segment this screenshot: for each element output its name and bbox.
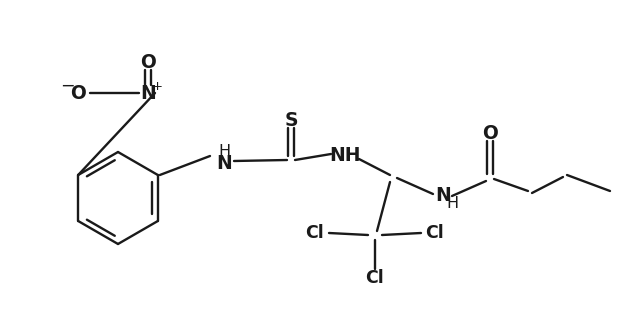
Text: S: S <box>284 111 298 129</box>
Text: H: H <box>446 196 458 210</box>
Text: N: N <box>216 153 232 173</box>
Text: Cl: Cl <box>306 224 324 242</box>
Text: O: O <box>482 124 498 142</box>
Text: N: N <box>435 186 451 205</box>
Text: H: H <box>218 143 230 158</box>
Text: NH: NH <box>329 145 361 164</box>
Text: +: + <box>152 79 163 93</box>
Text: −: − <box>60 77 74 95</box>
Text: Cl: Cl <box>426 224 444 242</box>
Text: Cl: Cl <box>365 269 385 287</box>
Text: N: N <box>140 84 156 103</box>
Text: O: O <box>70 84 86 103</box>
Text: O: O <box>140 52 156 71</box>
